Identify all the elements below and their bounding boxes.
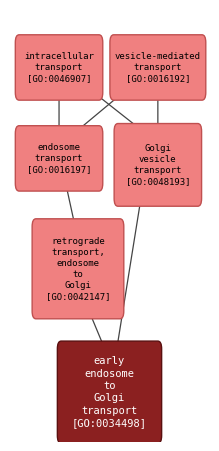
Text: endosome
transport
[GO:0016197]: endosome transport [GO:0016197] [27, 143, 91, 174]
FancyBboxPatch shape [110, 35, 206, 100]
FancyBboxPatch shape [57, 341, 162, 443]
FancyBboxPatch shape [32, 219, 124, 319]
FancyBboxPatch shape [15, 35, 103, 100]
Text: intracellular
transport
[GO:0046907]: intracellular transport [GO:0046907] [24, 52, 94, 83]
FancyBboxPatch shape [114, 124, 201, 206]
FancyBboxPatch shape [15, 126, 103, 191]
Text: Golgi
vesicle
transport
[GO:0048193]: Golgi vesicle transport [GO:0048193] [126, 144, 190, 186]
Text: vesicle-mediated
transport
[GO:0016192]: vesicle-mediated transport [GO:0016192] [115, 52, 201, 83]
Text: early
endosome
to
Golgi
transport
[GO:0034498]: early endosome to Golgi transport [GO:00… [72, 356, 147, 428]
Text: retrograde
transport,
endosome
to
Golgi
[GO:0042147]: retrograde transport, endosome to Golgi … [46, 236, 110, 301]
